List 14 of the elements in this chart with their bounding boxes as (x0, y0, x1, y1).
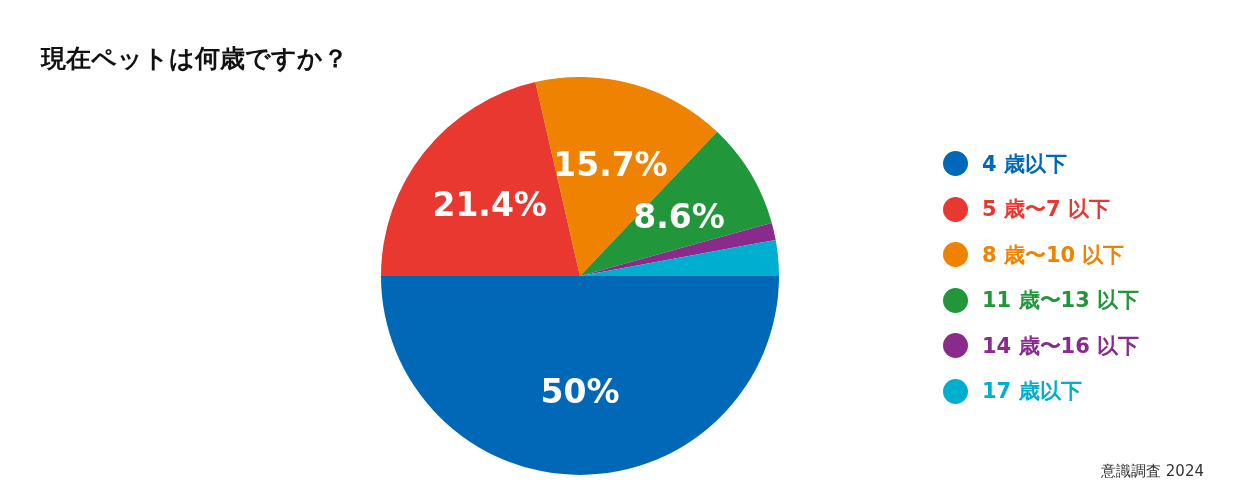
text: 意識調査 2024 (1101, 462, 1204, 481)
pie-slice (580, 239, 779, 276)
legend-label: 5 歳〜7 以下 (982, 196, 1110, 224)
data-label: 15.7% (553, 145, 668, 185)
legend-label: 11 歳〜13 以下 (982, 287, 1140, 315)
data-label: 50% (540, 371, 620, 411)
legend-label: 8 歳〜10 以下 (982, 241, 1125, 269)
legend-label: 4 歳以下 (982, 150, 1067, 178)
legend-label: 14 歳〜16 以下 (982, 332, 1140, 360)
legend-label: 17 歳以下 (982, 378, 1082, 406)
chart-title: 現在ペットは何歳ですか？ (41, 43, 348, 75)
data-label: 21.4% (432, 184, 547, 224)
pie-slice (381, 276, 779, 475)
data-label: 8.6% (633, 197, 725, 237)
